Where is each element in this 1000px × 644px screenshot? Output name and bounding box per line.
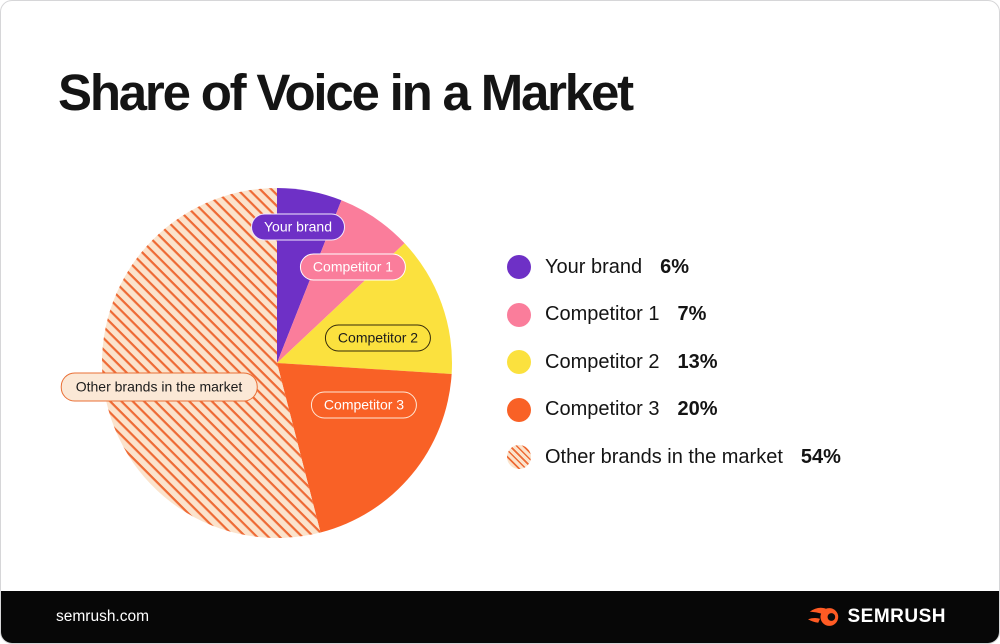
legend-swatch-competitor-3-icon: [507, 397, 531, 422]
legend-item-other-brands: Other brands in the market 54%: [507, 445, 841, 469]
legend-item-your-brand: Your brand 6%: [507, 255, 841, 279]
legend-label: Competitor 3: [545, 398, 660, 420]
legend-value: 20%: [677, 398, 718, 420]
legend-label: Other brands in the market: [545, 445, 783, 468]
legend-label: Competitor 2: [545, 350, 660, 373]
semrush-wordmark: SEMRUSH: [847, 606, 946, 627]
legend-label: Competitor 1: [545, 303, 660, 325]
pie-label-competitor-1: Competitor 1: [299, 253, 407, 281]
legend-value: 7%: [677, 303, 707, 325]
legend-item-competitor-2: Competitor 2 13%: [507, 350, 841, 374]
legend-swatch-competitor-1-icon: [507, 302, 531, 327]
pie-label-other-brands: Other brands in the market: [60, 372, 258, 402]
legend-swatch-other-brands-icon: [507, 445, 531, 469]
legend-value: 54%: [800, 445, 841, 468]
pie-chart-svg: [102, 188, 452, 538]
pie-label-your-brand: Your brand: [251, 213, 345, 241]
legend: Your brand 6% Competitor 1 7% Competitor…: [507, 255, 841, 469]
footer-site-url: semrush.com: [56, 608, 150, 625]
legend-label: Your brand: [545, 255, 643, 278]
pie-label-competitor-2: Competitor 2: [324, 324, 432, 352]
legend-value: 13%: [677, 350, 718, 373]
legend-item-competitor-1: Competitor 1 7%: [507, 302, 841, 327]
legend-item-competitor-3: Competitor 3 20%: [507, 397, 841, 422]
legend-swatch-competitor-2-icon: [507, 350, 531, 374]
footer-bar: semrush.com SEMRUSH: [1, 591, 999, 643]
pie-chart: Your brand Competitor 1 Competitor 2 Com…: [60, 188, 452, 538]
semrush-comet-icon: [808, 605, 840, 629]
legend-swatch-your-brand-icon: [507, 255, 531, 279]
page-title: Share of Voice in a Market: [58, 64, 634, 121]
pie-label-competitor-3: Competitor 3: [310, 391, 418, 419]
semrush-logo: SEMRUSH: [808, 605, 946, 629]
legend-value: 6%: [660, 255, 690, 278]
